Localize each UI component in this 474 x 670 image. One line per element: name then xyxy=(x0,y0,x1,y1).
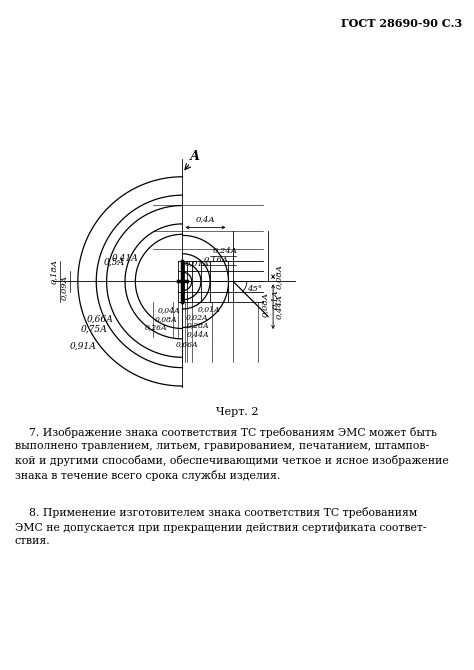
Text: 0,44А: 0,44А xyxy=(275,294,283,320)
Text: 0,01А: 0,01А xyxy=(198,305,220,313)
Text: 0,5А: 0,5А xyxy=(104,257,126,266)
Text: 0,08А: 0,08А xyxy=(261,292,269,317)
Text: 0,02А: 0,02А xyxy=(186,313,209,321)
Text: 0,04А: 0,04А xyxy=(157,306,180,314)
Text: Черт. 2: Черт. 2 xyxy=(216,407,258,417)
Text: 0,08А: 0,08А xyxy=(155,316,178,324)
Text: 0,18А: 0,18А xyxy=(50,259,58,283)
Text: 7. Изображение знака соответствия ТС требованиям ЭМС может быть
выполнено травле: 7. Изображение знака соответствия ТС тре… xyxy=(15,427,449,480)
Text: 0,01А: 0,01А xyxy=(185,259,210,267)
Text: 0,08А: 0,08А xyxy=(275,264,283,289)
Text: 0,44А: 0,44А xyxy=(187,330,210,338)
Text: 0,24А: 0,24А xyxy=(213,246,238,254)
Text: 8. Применение изготовителем знака соответствия ТС требованиям
ЭМС не допускается: 8. Применение изготовителем знака соотве… xyxy=(15,507,427,546)
Text: А: А xyxy=(190,150,200,163)
Text: 0,4А: 0,4А xyxy=(196,215,215,223)
Text: 45°: 45° xyxy=(247,285,262,293)
Text: 0,75А: 0,75А xyxy=(81,325,108,334)
Text: 0,28А: 0,28А xyxy=(187,321,210,329)
Text: 0,09А: 0,09А xyxy=(60,275,68,299)
Text: 0,26А: 0,26А xyxy=(145,324,167,332)
Text: 0,91А: 0,91А xyxy=(70,341,97,350)
Text: ГОСТ 28690-90 С.3: ГОСТ 28690-90 С.3 xyxy=(341,18,462,29)
Text: 0,66А: 0,66А xyxy=(87,315,114,324)
Text: 0,41А: 0,41А xyxy=(112,253,139,263)
Text: 0,66А: 0,66А xyxy=(176,340,199,348)
Text: 0,16А: 0,16А xyxy=(204,255,229,263)
Text: 0,1А: 0,1А xyxy=(271,289,279,308)
